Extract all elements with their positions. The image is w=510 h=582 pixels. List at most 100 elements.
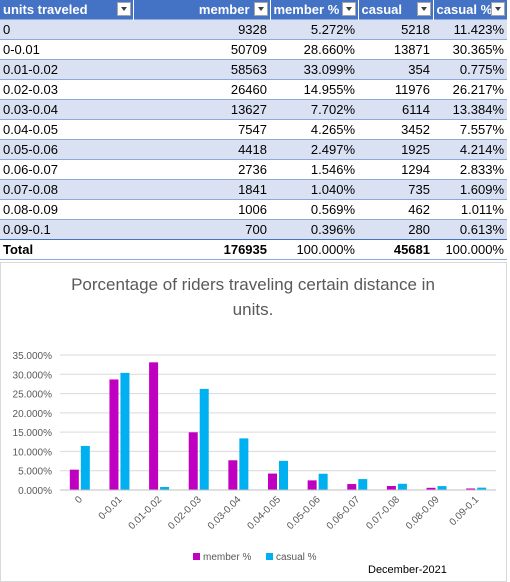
casual-pct-bar[interactable] [120,372,130,490]
table-cell[interactable]: 13871 [358,39,433,60]
table-cell[interactable]: 700 [133,219,270,240]
member-pct-bar[interactable] [466,488,476,490]
casual-pct-bar[interactable] [199,388,209,490]
table-cell[interactable]: 1841 [133,179,270,200]
casual-pct-bar[interactable] [239,438,249,490]
casual-pct-bar[interactable] [160,487,170,490]
casual-pct-bar[interactable] [279,460,288,490]
header-member-pct[interactable]: member % [270,0,359,20]
table-cell[interactable]: 0.396% [270,219,358,240]
table-cell[interactable]: 735 [358,179,433,200]
table-cell[interactable]: 2736 [133,159,270,180]
table-cell[interactable]: 0.09-0.1 [0,219,133,240]
member-pct-bar[interactable] [386,485,396,490]
table-cell[interactable]: 26.217% [433,79,507,100]
table-cell[interactable]: 0.02-0.03 [0,79,133,100]
table-cell[interactable]: 0.08-0.09 [0,199,133,220]
table-cell[interactable]: 2.497% [270,139,358,160]
member-pct-bar[interactable] [228,460,238,490]
table-cell[interactable]: 7.702% [270,99,358,120]
member-pct-bar[interactable] [347,484,357,490]
table-cell[interactable]: 14.955% [270,79,358,100]
total-cell[interactable]: 176935 [133,239,270,260]
casual-pct-bar[interactable] [437,486,447,490]
table-cell[interactable]: 280 [358,219,433,240]
casual-pct-bar[interactable] [80,445,90,490]
table-cell[interactable]: 7.557% [433,119,507,140]
table-row: 0.06-0.07 2736 1.546% 1294 2.833% [0,159,507,180]
table-cell[interactable]: 5.272% [270,19,358,40]
table-cell[interactable]: 26460 [133,79,270,100]
table-row: 0 9328 5.272% 5218 11.423% [0,19,507,40]
table-cell[interactable]: 0.569% [270,199,358,220]
header-casual[interactable]: casual [358,0,434,20]
header-casual-pct[interactable]: casual % [433,0,508,20]
casual-pct-bar[interactable] [358,479,368,490]
table-cell[interactable]: 6114 [358,99,433,120]
member-pct-bar[interactable] [109,379,119,490]
table-cell[interactable]: 0.613% [433,219,507,240]
casual-pct-bar[interactable] [477,487,487,490]
member-pct-bar[interactable] [307,480,317,490]
table-cell[interactable]: 1006 [133,199,270,220]
table-cell[interactable]: 0.05-0.06 [0,139,133,160]
total-cell[interactable]: 100.000% [433,239,507,260]
table-cell[interactable]: 1.040% [270,179,358,200]
table-cell[interactable]: 0.07-0.08 [0,179,133,200]
table-cell[interactable]: 0.03-0.04 [0,99,133,120]
table-cell[interactable]: 0.04-0.05 [0,119,133,140]
casual-pct-bar[interactable] [397,483,407,490]
table-cell[interactable]: 1.609% [433,179,507,200]
table-cell[interactable]: 0.06-0.07 [0,159,133,180]
table-cell[interactable]: 28.660% [270,39,358,60]
table-cell[interactable]: 4418 [133,139,270,160]
table-cell[interactable]: 13.384% [433,99,507,120]
filter-dropdown-icon[interactable] [416,2,431,16]
table-cell[interactable]: 0 [0,19,133,40]
legend: member % casual % [193,552,317,563]
total-cell[interactable]: Total [0,239,133,260]
member-pct-bar[interactable] [188,432,198,490]
table-cell[interactable]: 3452 [358,119,433,140]
table-cell[interactable]: 7547 [133,119,270,140]
filter-dropdown-icon[interactable] [116,2,131,16]
table-row: 0.05-0.06 4418 2.497% 1925 4.214% [0,139,507,160]
casual-pct-bar[interactable] [318,473,328,490]
table-cell[interactable]: 0.775% [433,59,507,80]
table-cell[interactable]: 5218 [358,19,433,40]
table-cell[interactable]: 4.214% [433,139,507,160]
table-cell[interactable]: 9328 [133,19,270,40]
table-cell[interactable]: 13627 [133,99,270,120]
header-units-traveled[interactable]: units traveled [0,0,134,20]
table-cell[interactable]: 2.833% [433,159,507,180]
member-pct-bar[interactable] [268,473,277,490]
member-pct-bar[interactable] [149,362,159,490]
filter-dropdown-icon[interactable] [490,2,505,16]
table-cell[interactable]: 30.365% [433,39,507,60]
filter-dropdown-icon[interactable] [253,2,268,16]
table-cell[interactable]: 462 [358,199,433,220]
table-cell[interactable]: 1.546% [270,159,358,180]
table-cell[interactable]: 1.011% [433,199,507,220]
table-row: 0.07-0.08 1841 1.040% 735 1.609% [0,179,507,200]
chart-area[interactable] [0,262,507,582]
bar-chart[interactable]: Porcentage of riders traveling certain d… [0,262,507,582]
table-row: 0.09-0.1 700 0.396% 280 0.613% [0,219,507,240]
table-cell[interactable]: 1294 [358,159,433,180]
table-cell[interactable]: 0.01-0.02 [0,59,133,80]
table-cell[interactable]: 4.265% [270,119,358,140]
table-cell[interactable]: 0-0.01 [0,39,133,60]
header-member[interactable]: member [133,0,271,20]
total-cell[interactable]: 45681 [358,239,433,260]
table-cell[interactable]: 1925 [358,139,433,160]
table-cell[interactable]: 354 [358,59,433,80]
filter-dropdown-icon[interactable] [341,2,356,16]
table-cell[interactable]: 11976 [358,79,433,100]
total-cell[interactable]: 100.000% [270,239,358,260]
table-cell[interactable]: 33.099% [270,59,358,80]
member-pct-bar[interactable] [426,487,436,490]
table-cell[interactable]: 11.423% [433,19,507,40]
table-cell[interactable]: 58563 [133,59,270,80]
table-cell[interactable]: 50709 [133,39,270,60]
member-pct-bar[interactable] [69,469,79,490]
